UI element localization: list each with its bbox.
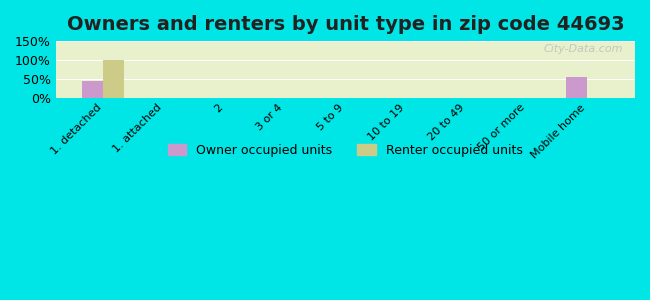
Bar: [82, 81, 103, 98]
Text: City-Data.com: City-Data.com: [544, 44, 623, 54]
Legend: Owner occupied units, Renter occupied units: Owner occupied units, Renter occupied un…: [162, 139, 528, 162]
Title: Owners and renters by unit type in zip code 44693: Owners and renters by unit type in zip c…: [66, 15, 624, 34]
Bar: [566, 77, 588, 98]
Bar: [103, 60, 124, 98]
